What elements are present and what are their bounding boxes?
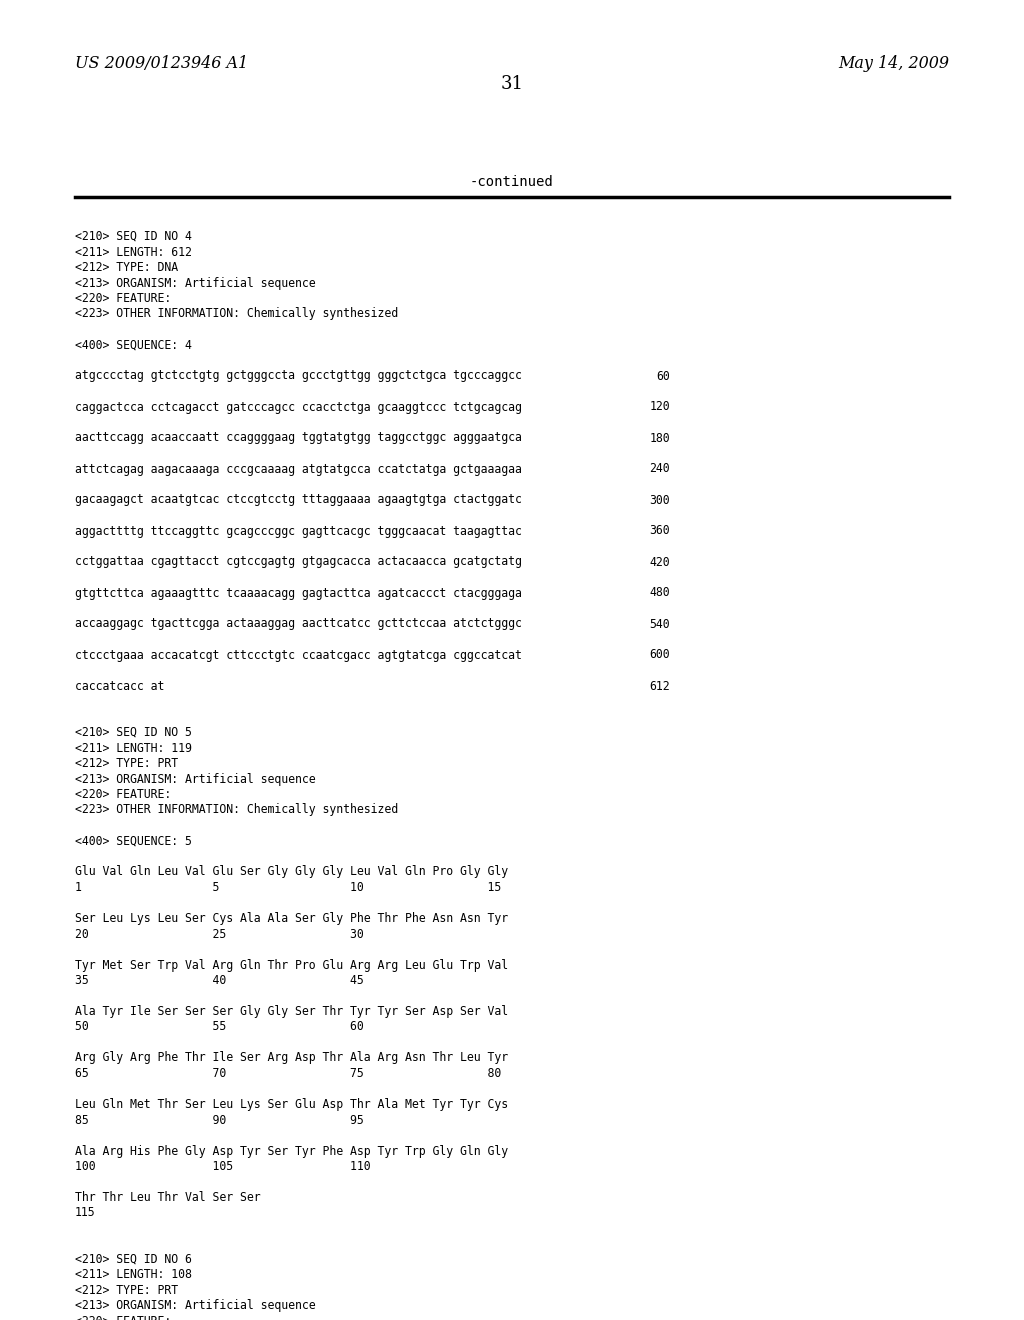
Text: -continued: -continued [470, 176, 554, 189]
Text: cctggattaa cgagttacct cgtccgagtg gtgagcacca actacaacca gcatgctatg: cctggattaa cgagttacct cgtccgagtg gtgagca… [75, 556, 522, 569]
Text: May 14, 2009: May 14, 2009 [838, 55, 949, 73]
Text: Glu Val Gln Leu Val Glu Ser Gly Gly Gly Leu Val Gln Pro Gly Gly: Glu Val Gln Leu Val Glu Ser Gly Gly Gly … [75, 866, 508, 879]
Text: Ala Tyr Ile Ser Ser Ser Gly Gly Ser Thr Tyr Tyr Ser Asp Ser Val: Ala Tyr Ile Ser Ser Ser Gly Gly Ser Thr … [75, 1005, 508, 1018]
Text: Thr Thr Leu Thr Val Ser Ser: Thr Thr Leu Thr Val Ser Ser [75, 1191, 261, 1204]
Text: Ser Leu Lys Leu Ser Cys Ala Ala Ser Gly Phe Thr Phe Asn Asn Tyr: Ser Leu Lys Leu Ser Cys Ala Ala Ser Gly … [75, 912, 508, 925]
Text: Tyr Met Ser Trp Val Arg Gln Thr Pro Glu Arg Arg Leu Glu Trp Val: Tyr Met Ser Trp Val Arg Gln Thr Pro Glu … [75, 958, 508, 972]
Text: <220> FEATURE:: <220> FEATURE: [75, 292, 171, 305]
Text: 31: 31 [501, 75, 523, 92]
Text: <220> FEATURE:: <220> FEATURE: [75, 788, 171, 801]
Text: 360: 360 [649, 524, 670, 537]
Text: <213> ORGANISM: Artificial sequence: <213> ORGANISM: Artificial sequence [75, 276, 315, 289]
Text: <212> TYPE: PRT: <212> TYPE: PRT [75, 756, 178, 770]
Text: gacaagagct acaatgtcac ctccgtcctg tttaggaaaa agaagtgtga ctactggatc: gacaagagct acaatgtcac ctccgtcctg tttagga… [75, 494, 522, 507]
Text: <211> LENGTH: 119: <211> LENGTH: 119 [75, 742, 191, 755]
Text: gtgttcttca agaaagtttc tcaaaacagg gagtacttca agatcaccct ctacgggaga: gtgttcttca agaaagtttc tcaaaacagg gagtact… [75, 586, 522, 599]
Text: <210> SEQ ID NO 5: <210> SEQ ID NO 5 [75, 726, 191, 739]
Text: 540: 540 [649, 618, 670, 631]
Text: atgcccctag gtctcctgtg gctgggccta gccctgttgg gggctctgca tgcccaggcc: atgcccctag gtctcctgtg gctgggccta gccctgt… [75, 370, 522, 383]
Text: Leu Gln Met Thr Ser Leu Lys Ser Glu Asp Thr Ala Met Tyr Tyr Cys: Leu Gln Met Thr Ser Leu Lys Ser Glu Asp … [75, 1098, 508, 1111]
Text: 600: 600 [649, 648, 670, 661]
Text: Ala Arg His Phe Gly Asp Tyr Ser Tyr Phe Asp Tyr Trp Gly Gln Gly: Ala Arg His Phe Gly Asp Tyr Ser Tyr Phe … [75, 1144, 508, 1158]
Text: Arg Gly Arg Phe Thr Ile Ser Arg Asp Thr Ala Arg Asn Thr Leu Tyr: Arg Gly Arg Phe Thr Ile Ser Arg Asp Thr … [75, 1052, 508, 1064]
Text: <212> TYPE: PRT: <212> TYPE: PRT [75, 1284, 178, 1298]
Text: <400> SEQUENCE: 4: <400> SEQUENCE: 4 [75, 338, 191, 351]
Text: 240: 240 [649, 462, 670, 475]
Text: attctcagag aagacaaaga cccgcaaaag atgtatgcca ccatctatga gctgaaagaa: attctcagag aagacaaaga cccgcaaaag atgtatg… [75, 462, 522, 475]
Text: 300: 300 [649, 494, 670, 507]
Text: <210> SEQ ID NO 6: <210> SEQ ID NO 6 [75, 1253, 191, 1266]
Text: US 2009/0123946 A1: US 2009/0123946 A1 [75, 55, 248, 73]
Text: <212> TYPE: DNA: <212> TYPE: DNA [75, 261, 178, 275]
Text: 50                  55                  60: 50 55 60 [75, 1020, 364, 1034]
Text: 60: 60 [656, 370, 670, 383]
Text: 115: 115 [75, 1206, 95, 1220]
Text: 180: 180 [649, 432, 670, 445]
Text: 100                 105                 110: 100 105 110 [75, 1160, 371, 1173]
Text: <223> OTHER INFORMATION: Chemically synthesized: <223> OTHER INFORMATION: Chemically synt… [75, 804, 398, 817]
Text: caccatcacc at: caccatcacc at [75, 680, 165, 693]
Text: <213> ORGANISM: Artificial sequence: <213> ORGANISM: Artificial sequence [75, 772, 315, 785]
Text: <223> OTHER INFORMATION: Chemically synthesized: <223> OTHER INFORMATION: Chemically synt… [75, 308, 398, 321]
Text: 35                  40                  45: 35 40 45 [75, 974, 364, 987]
Text: <220> FEATURE:: <220> FEATURE: [75, 1315, 171, 1320]
Text: <210> SEQ ID NO 4: <210> SEQ ID NO 4 [75, 230, 191, 243]
Text: 1                   5                   10                  15: 1 5 10 15 [75, 880, 502, 894]
Text: 420: 420 [649, 556, 670, 569]
Text: caggactcca cctcagacct gatcccagcc ccacctctga gcaaggtccc tctgcagcag: caggactcca cctcagacct gatcccagcc ccacctc… [75, 400, 522, 413]
Text: 480: 480 [649, 586, 670, 599]
Text: 20                  25                  30: 20 25 30 [75, 928, 364, 940]
Text: 120: 120 [649, 400, 670, 413]
Text: ctccctgaaa accacatcgt cttccctgtc ccaatcgacc agtgtatcga cggccatcat: ctccctgaaa accacatcgt cttccctgtc ccaatcg… [75, 648, 522, 661]
Text: 612: 612 [649, 680, 670, 693]
Text: 85                  90                  95: 85 90 95 [75, 1114, 364, 1126]
Text: aacttccagg acaaccaatt ccaggggaag tggtatgtgg taggcctggc agggaatgca: aacttccagg acaaccaatt ccaggggaag tggtatg… [75, 432, 522, 445]
Text: <400> SEQUENCE: 5: <400> SEQUENCE: 5 [75, 834, 191, 847]
Text: accaaggagc tgacttcgga actaaaggag aacttcatcc gcttctccaa atctctgggc: accaaggagc tgacttcgga actaaaggag aacttca… [75, 618, 522, 631]
Text: aggacttttg ttccaggttc gcagcccggc gagttcacgc tgggcaacat taagagttac: aggacttttg ttccaggttc gcagcccggc gagttca… [75, 524, 522, 537]
Text: 65                  70                  75                  80: 65 70 75 80 [75, 1067, 502, 1080]
Text: <211> LENGTH: 108: <211> LENGTH: 108 [75, 1269, 191, 1282]
Text: <211> LENGTH: 612: <211> LENGTH: 612 [75, 246, 191, 259]
Text: <213> ORGANISM: Artificial sequence: <213> ORGANISM: Artificial sequence [75, 1299, 315, 1312]
